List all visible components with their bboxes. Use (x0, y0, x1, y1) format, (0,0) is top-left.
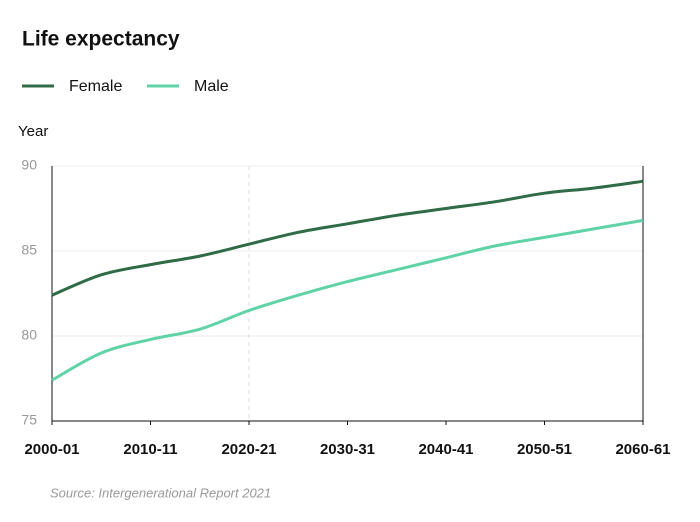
x-tick-label: 2010-11 (123, 441, 177, 458)
x-tick-label: 2030-31 (320, 441, 375, 458)
y-tick-label: 75 (21, 412, 37, 428)
y-tick-label: 80 (21, 327, 37, 343)
y-axis-label: Year (18, 123, 48, 140)
line-series (51, 218, 644, 382)
y-tick-label: 90 (21, 157, 37, 173)
x-tick-label: 2060-61 (615, 441, 670, 458)
source: Source: Intergenerational Report 2021 (50, 485, 271, 500)
y-tick-label: 85 (21, 242, 37, 258)
x-tick-label: 2050-51 (517, 441, 572, 458)
line-series (51, 179, 644, 297)
legend-label: Male (194, 78, 229, 95)
x-tick-label: 2000-01 (24, 441, 79, 458)
x-tick-label: 2040-41 (418, 441, 473, 458)
legend-label: Female (69, 78, 122, 95)
chart-title: Life expectancy (22, 28, 180, 51)
x-tick-label: 2020-21 (221, 441, 276, 458)
